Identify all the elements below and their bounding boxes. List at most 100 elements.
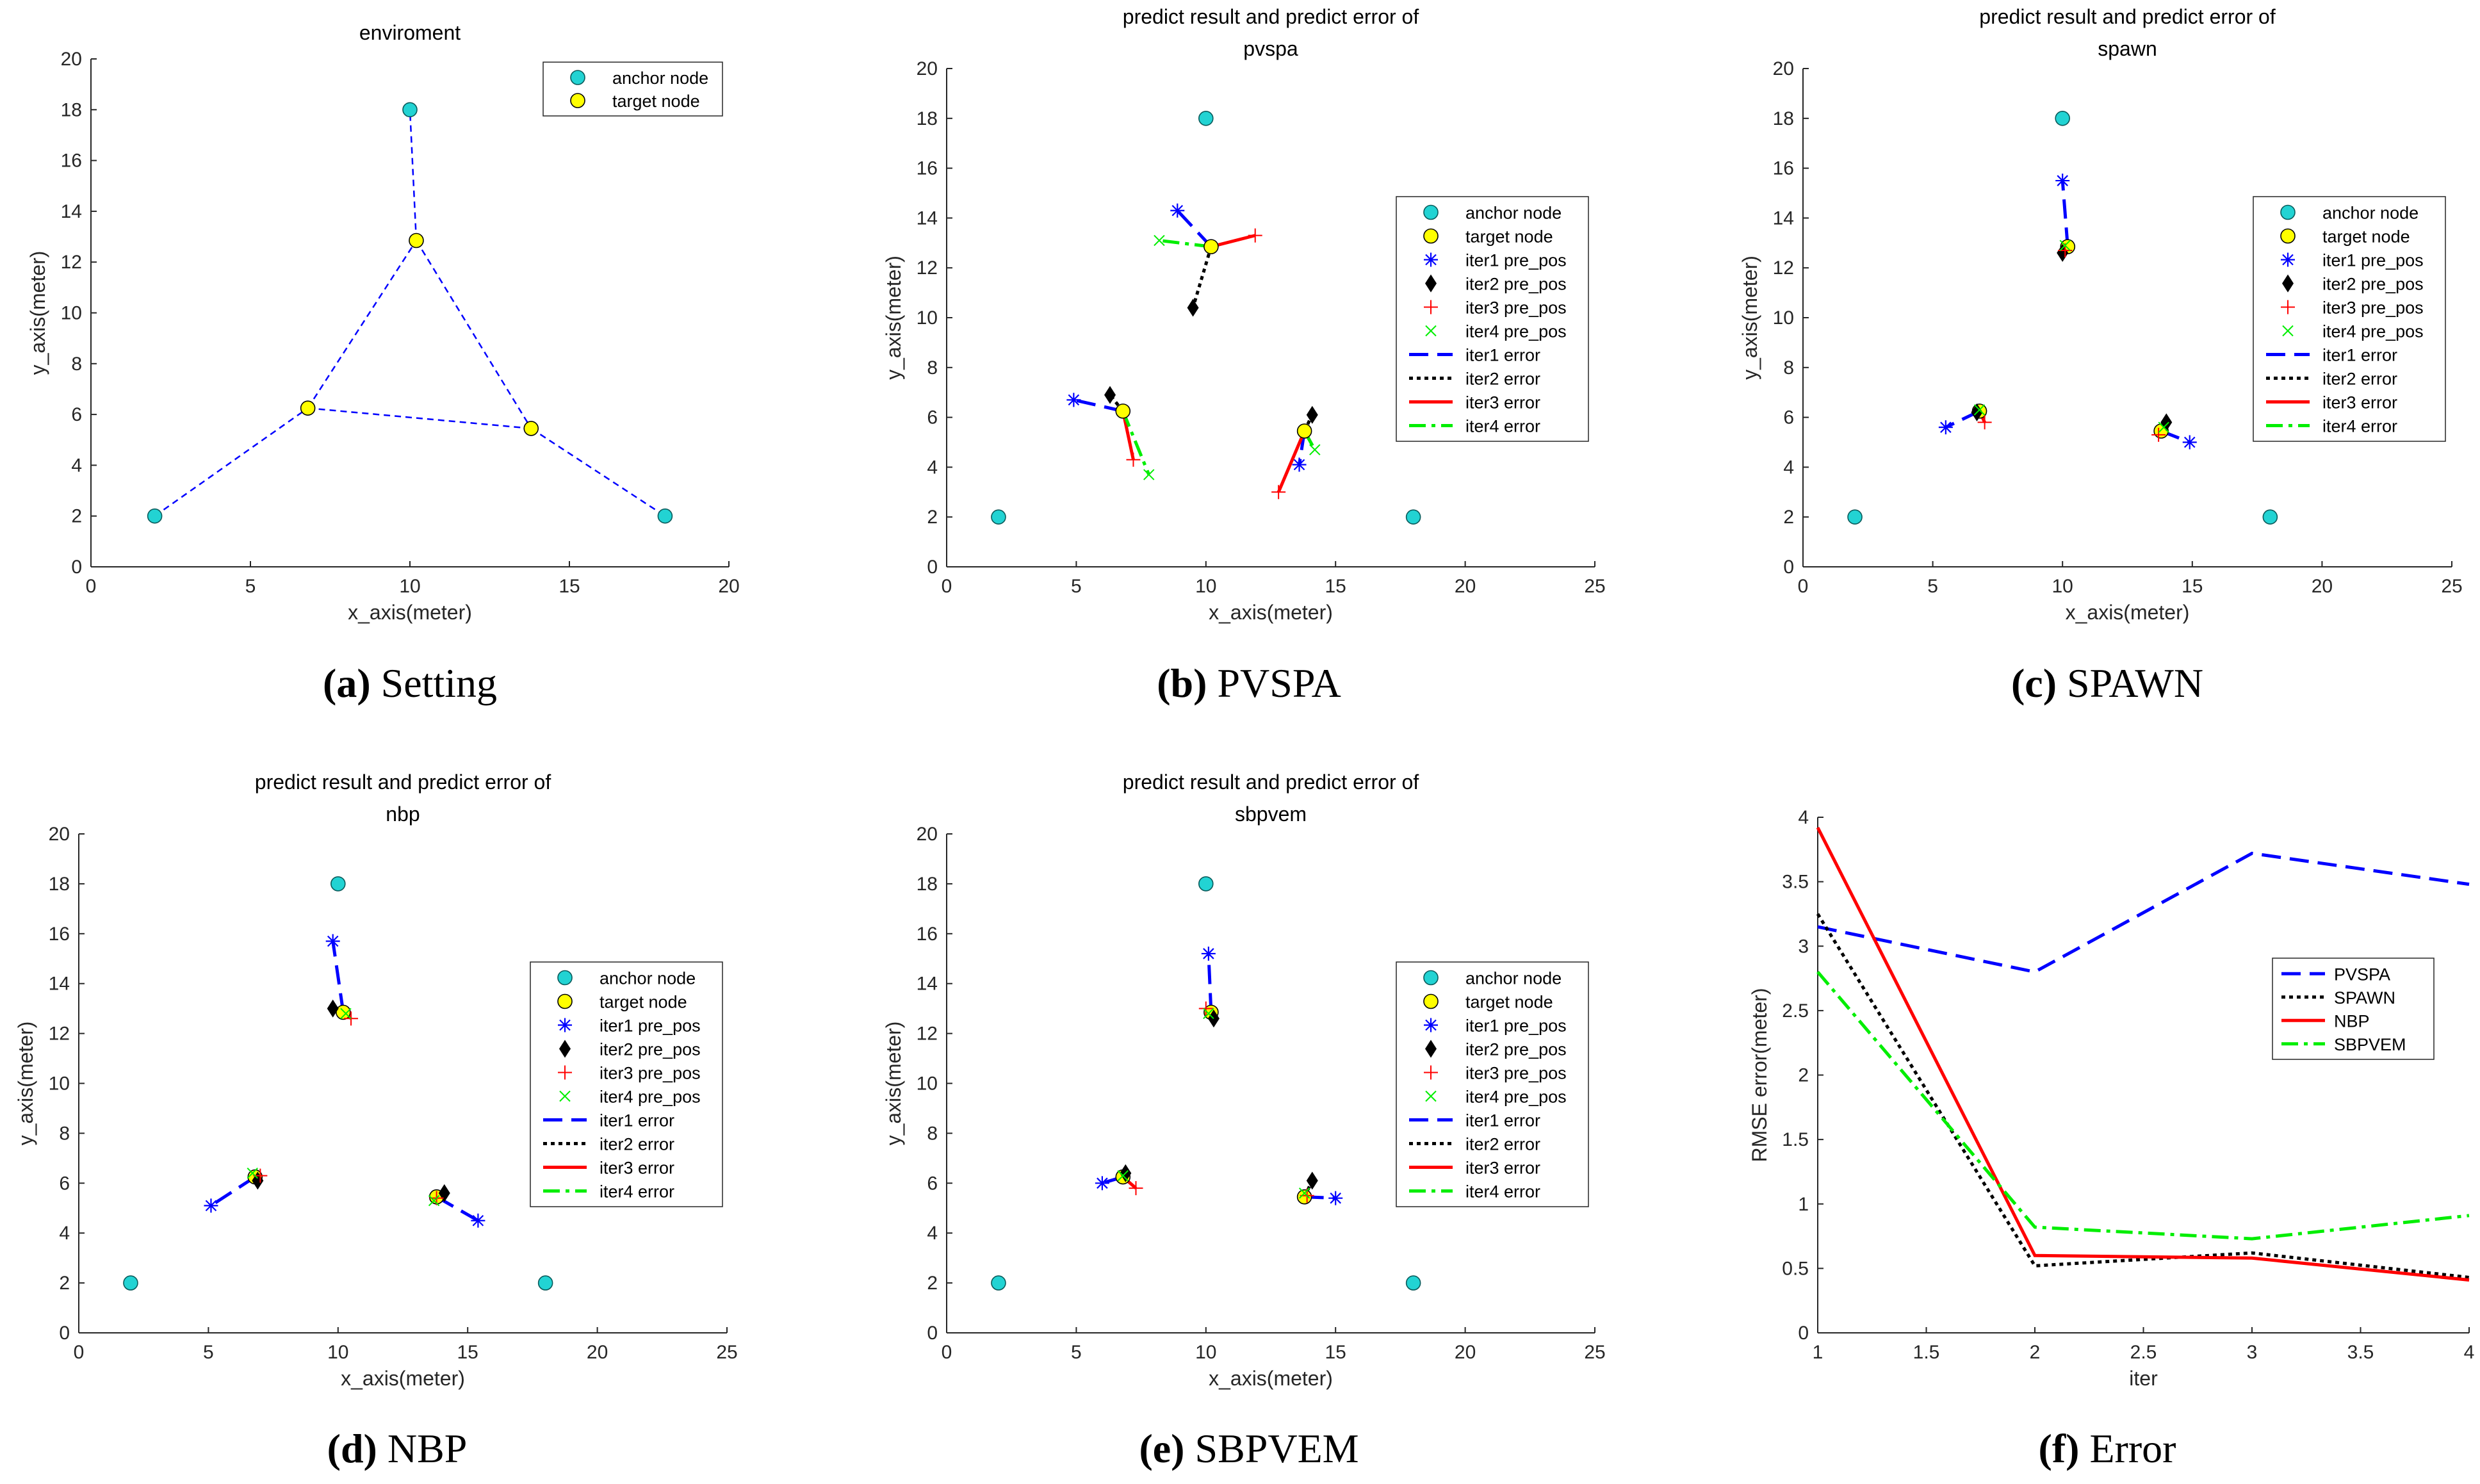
legend-marker — [559, 1040, 571, 1058]
x-tick-label: 4 — [2464, 1342, 2475, 1363]
iter4-pre-pos — [1203, 1007, 1214, 1020]
legend-marker — [2281, 300, 2295, 314]
iter1-pre-pos — [2055, 174, 2070, 188]
legend-marker — [570, 93, 585, 108]
y-tick-label: 18 — [49, 874, 70, 895]
target-node — [300, 400, 316, 416]
iter1-pre-pos-d2 — [472, 1214, 484, 1227]
iter1-pre-pos — [1095, 1176, 1109, 1191]
anchor-node — [1405, 1275, 1421, 1291]
iter2-pre-pos — [327, 999, 339, 1018]
legend-marker-d2 — [1425, 1019, 1437, 1031]
legend-label: iter2 error — [600, 1135, 674, 1154]
y-tick-label: 4 — [59, 1223, 70, 1244]
chart-title: spawn — [2098, 37, 2157, 60]
iter1-pre-pos-d2 — [1293, 459, 1305, 471]
legend-marker — [2280, 228, 2296, 244]
iter1-pre-pos — [1066, 393, 1081, 407]
iter1-error-line — [436, 1195, 479, 1222]
series-line-sbpvem — [1816, 970, 2470, 1241]
legend: anchor node target node iter1 pre_pos iter2… — [530, 961, 723, 1207]
y-tick-label: 18 — [61, 99, 82, 120]
anchor-node — [991, 1275, 1006, 1291]
iter3-pre-pos — [2151, 427, 2166, 442]
legend-label: anchor node — [600, 969, 696, 988]
legend-label: iter3 error — [1465, 1159, 1540, 1178]
chart-title: sbpvem — [1235, 803, 1307, 826]
iter1-pre-pos — [325, 934, 340, 949]
iter4-pre-pos-d2 — [1973, 404, 1986, 416]
legend-label: iter4 error — [600, 1182, 674, 1202]
chart-title: nbp — [386, 803, 420, 826]
iter4-pre-pos — [1154, 234, 1165, 247]
iter1-error-line — [1207, 953, 1213, 1013]
y-tick-label: 18 — [917, 874, 938, 895]
legend-label: anchor node — [612, 69, 708, 88]
legend-label: target node — [2322, 227, 2410, 247]
iter4-pre-pos — [340, 1007, 352, 1020]
caption-b: (b) PVSPA — [1157, 660, 1341, 707]
y-tick-label: 4 — [1798, 807, 1809, 828]
iter3-pre-pos — [1248, 228, 1262, 243]
legend-label: iter4 pre_pos — [2322, 322, 2424, 341]
legend-label: iter4 pre_pos — [1465, 1088, 1567, 1107]
iter4-pre-pos — [247, 1168, 258, 1179]
iter4-pre-pos-d2 — [1203, 1007, 1214, 1020]
y-tick-label: 20 — [917, 824, 938, 845]
legend-label: anchor node — [2322, 204, 2419, 223]
legend-label: iter2 error — [2322, 370, 2397, 389]
iter4-pre-pos-d2 — [1154, 234, 1165, 247]
caption-e-name: SBPVEM — [1195, 1426, 1359, 1471]
y-tick-label: 8 — [1783, 357, 1794, 379]
y-tick-label: 14 — [61, 201, 82, 222]
chart-d: 0 5 10 15 20 25 0 2 4 6 8 10 12 14 16 18 20 x_axis(meter)… — [14, 771, 738, 1390]
x-tick-label: 10 — [1195, 1342, 1216, 1363]
legend: anchor node target node iter1 pre_pos iter2… — [1396, 196, 1589, 442]
iter4-pre-pos — [1117, 1170, 1129, 1182]
y-tick-label: 20 — [49, 824, 70, 845]
iter3-pre-pos — [1129, 1181, 1143, 1196]
x-tick-label: 15 — [2182, 576, 2203, 597]
caption-a-letter: (a) — [323, 660, 371, 706]
y-tick-label: 10 — [917, 307, 938, 329]
legend-label: iter3 error — [1465, 393, 1540, 412]
iter4-pre-pos-d2 — [1309, 444, 1321, 455]
iter4-pre-pos-d2 — [428, 1195, 440, 1207]
connection-line — [307, 407, 532, 430]
legend-marker-d2 — [1425, 254, 1437, 266]
legend-marker — [1424, 300, 1438, 314]
caption-e-letter: (e) — [1139, 1426, 1185, 1471]
iter1-pre-pos-d2 — [1940, 421, 1952, 433]
x-tick-label: 15 — [559, 576, 580, 597]
legend-marker — [558, 1018, 572, 1032]
y-tick-label: 10 — [1773, 307, 1794, 329]
target-node — [409, 232, 424, 249]
y-tick-label: 20 — [61, 49, 82, 70]
iter2-error-line — [1191, 246, 1213, 309]
legend-marker — [1424, 1018, 1438, 1032]
y-tick-label: 2 — [59, 1273, 70, 1294]
legend-marker — [1425, 325, 1437, 337]
anchor-node — [537, 1275, 553, 1291]
y-tick-label: 0 — [71, 557, 82, 578]
iter3-error-line — [1211, 234, 1256, 249]
legend-label: iter4 pre_pos — [1465, 322, 1567, 341]
connection-line — [530, 427, 666, 517]
y-axis-label: RMSE error(meter) — [1748, 988, 1771, 1162]
y-tick-label: 6 — [71, 404, 82, 425]
y-axis-label: y_axis(meter) — [1738, 256, 1761, 380]
y-tick-label: 2 — [71, 506, 82, 527]
x-tick-label: 5 — [1927, 576, 1938, 597]
iter1-pre-pos-d2 — [205, 1200, 217, 1212]
x-tick-label: 2 — [2030, 1342, 2041, 1363]
x-tick-label: 5 — [1071, 1342, 1082, 1363]
chart-title: predict result and predict error of — [1979, 5, 2276, 28]
iter4-pre-pos-d2 — [340, 1007, 352, 1020]
x-axis-label: x_axis(meter) — [1209, 601, 1333, 624]
iter1-pre-pos — [1170, 203, 1185, 218]
y-tick-label: 8 — [71, 354, 82, 375]
x-tick-label: 15 — [457, 1342, 478, 1363]
iter4-pre-pos — [428, 1195, 440, 1207]
anchor-node — [1198, 111, 1214, 126]
iter4-pre-pos — [2059, 240, 2071, 251]
